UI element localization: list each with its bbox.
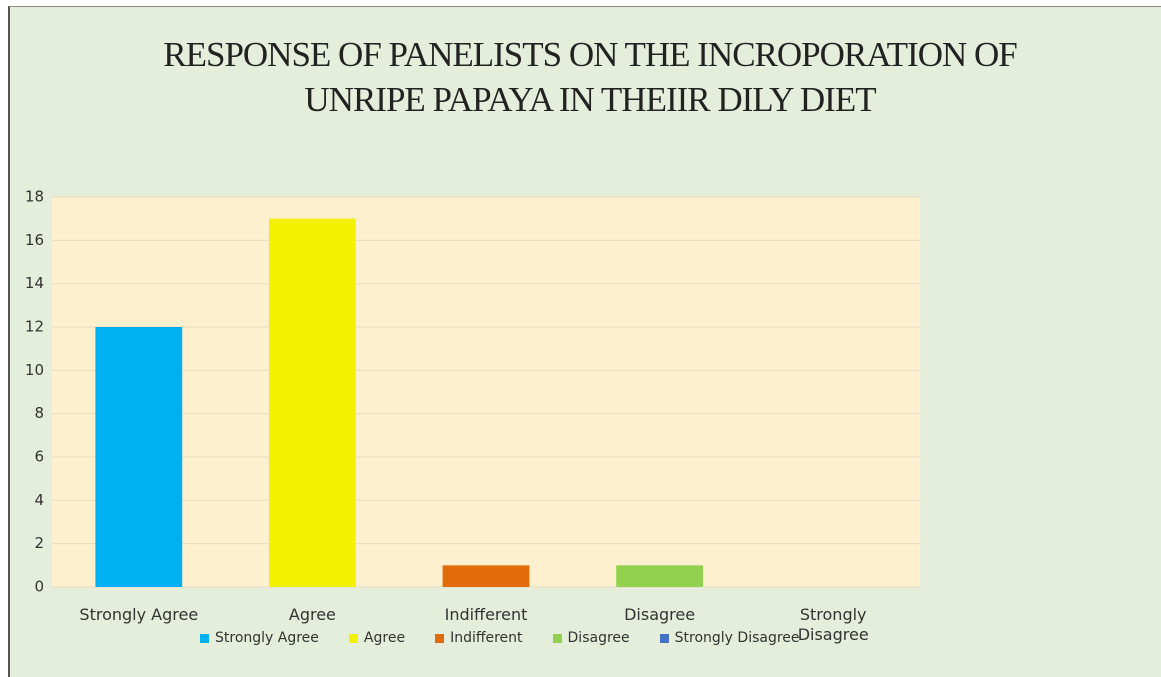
- y-tick-label: 2: [34, 534, 44, 552]
- y-tick-label: 16: [25, 231, 44, 249]
- bar: [269, 218, 356, 587]
- bar: [616, 565, 703, 587]
- legend: Strongly Agree Agree Indifferent Disagree St…: [200, 630, 800, 646]
- x-tick-label: Indifferent: [444, 605, 528, 624]
- legend-label: Strongly Disagree: [674, 630, 800, 646]
- legend-swatch: [659, 633, 669, 643]
- legend-swatch: [552, 633, 562, 643]
- x-tick-label: Disagree: [624, 605, 696, 624]
- legend-swatch: [200, 633, 209, 643]
- legend-label: Disagree: [567, 630, 630, 646]
- legend-item: Strongly Agree: [200, 630, 319, 646]
- y-tick-label: 10: [25, 361, 44, 379]
- y-tick-label: 18: [25, 188, 44, 206]
- y-tick-label: 8: [34, 404, 44, 422]
- y-tick-label: 4: [34, 491, 44, 509]
- y-tick-label: 14: [25, 274, 44, 292]
- x-tick-label: Strongly Disagree: [797, 605, 869, 644]
- legend-item: Indifferent: [435, 630, 523, 646]
- legend-item: Agree: [348, 630, 406, 646]
- y-tick-label: 0: [34, 578, 44, 596]
- legend-label: Indifferent: [450, 630, 523, 646]
- legend-item: Disagree: [552, 630, 630, 646]
- y-tick-label: 6: [34, 448, 44, 466]
- x-tick-label: Strongly Agree: [79, 605, 199, 624]
- bar: [442, 565, 530, 587]
- legend-label: Agree: [363, 630, 406, 646]
- x-tick-label: Agree: [288, 605, 336, 624]
- y-tick-label: 12: [25, 318, 44, 336]
- legend-swatch: [348, 633, 358, 643]
- legend-item: Strongly Disagree: [659, 630, 800, 646]
- chart-title: RESPONSE OF PANELISTS ON THE INCROPORATI…: [163, 35, 1017, 119]
- legend-swatch: [435, 633, 445, 643]
- bar: [95, 327, 183, 587]
- legend-label: Strongly Agree: [215, 630, 319, 646]
- plot-area: [52, 197, 920, 587]
